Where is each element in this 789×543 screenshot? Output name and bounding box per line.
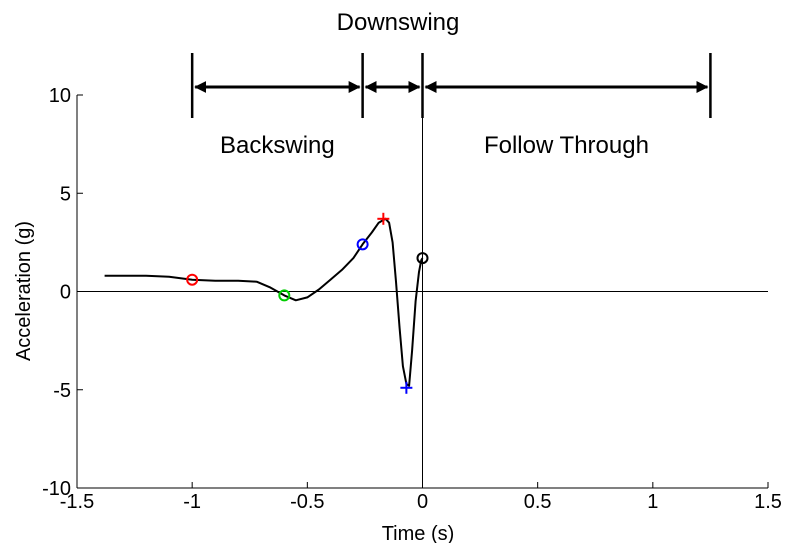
tick-labels: -1.5 -1 -0.5 0 0.5 1 1.5 -10 -5 0 5 10: [42, 85, 782, 513]
y-tick-label: 10: [49, 85, 71, 107]
y-tick-label: 0: [60, 282, 71, 304]
marker-circle: [278, 289, 291, 302]
y-tick-label: 5: [60, 183, 71, 205]
x-tick-label: 1.5: [754, 491, 782, 513]
x-axis-title: Time (s): [382, 523, 455, 543]
x-tick-label: -1.5: [60, 491, 94, 513]
marker-circle: [186, 273, 199, 286]
x-tick-label: -0.5: [290, 491, 324, 513]
series-group: [104, 217, 424, 387]
x-tick-label: 1: [647, 491, 658, 513]
phase-label: Downswing: [337, 9, 460, 36]
y-axis-title: Acceleration (g): [13, 221, 35, 361]
marker-circle: [356, 238, 369, 251]
reference-lines: [77, 60, 768, 488]
phase-label: Follow Through: [484, 132, 649, 159]
marker-plus: [377, 212, 390, 225]
series-line-0: [104, 217, 424, 387]
marker-plus: [400, 381, 413, 394]
phase-annotations: Backswing Downswing Follow Through: [190, 9, 712, 159]
x-tick-label: 0: [417, 491, 428, 513]
marker-circle: [416, 252, 429, 265]
x-tick-label: -1: [183, 491, 201, 513]
y-tick-label: -5: [53, 380, 71, 402]
phase-label: Backswing: [220, 132, 335, 159]
y-tick-label: -10: [42, 478, 71, 500]
event-markers: [186, 212, 429, 394]
x-tick-label: 0.5: [524, 491, 552, 513]
